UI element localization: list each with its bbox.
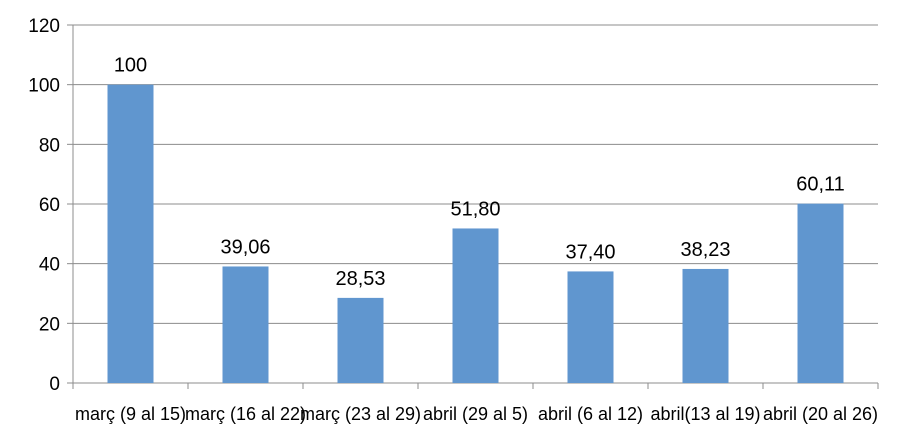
bar bbox=[107, 84, 154, 384]
y-tick-label: 100 bbox=[28, 76, 60, 97]
x-category-label: març (16 al 22) bbox=[185, 404, 306, 424]
x-category-labels: març (9 al 15)març (16 al 22)març (23 al… bbox=[75, 404, 878, 424]
bar bbox=[337, 297, 384, 383]
bar bbox=[797, 203, 844, 383]
y-tick-label: 40 bbox=[39, 255, 60, 276]
data-label: 60,11 bbox=[796, 174, 845, 196]
y-tick-label: 0 bbox=[49, 374, 60, 395]
y-tick-labels: 0 20 40 60 80 100 120 bbox=[28, 16, 60, 395]
x-category-label: abril (29 al 5) bbox=[423, 404, 528, 424]
data-label: 38,23 bbox=[680, 239, 730, 261]
x-category-label: abril (6 al 12) bbox=[538, 404, 643, 424]
bar bbox=[567, 271, 614, 383]
bar bbox=[682, 268, 729, 383]
data-label: 51,80 bbox=[450, 198, 500, 220]
y-tick-label: 60 bbox=[39, 195, 60, 216]
bar bbox=[452, 228, 499, 383]
gridlines bbox=[73, 24, 878, 324]
bar bbox=[222, 266, 269, 383]
y-tick-label: 80 bbox=[39, 135, 60, 156]
data-label: 28,53 bbox=[335, 268, 385, 290]
y-tick-label: 20 bbox=[39, 314, 60, 335]
y-tick-label: 120 bbox=[28, 16, 60, 37]
data-label: 37,40 bbox=[565, 241, 615, 263]
x-category-label: abril(13 al 19) bbox=[650, 404, 760, 424]
x-category-label: abril (20 al 26) bbox=[763, 404, 878, 424]
data-label: 39,06 bbox=[220, 236, 270, 258]
data-labels: 100 39,06 28,53 51,80 37,40 38,23 60,11 bbox=[114, 55, 845, 290]
x-category-label: març (9 al 15) bbox=[75, 404, 186, 424]
data-label: 100 bbox=[114, 55, 147, 77]
x-category-label: març (23 al 29) bbox=[300, 404, 421, 424]
bars bbox=[107, 84, 844, 384]
